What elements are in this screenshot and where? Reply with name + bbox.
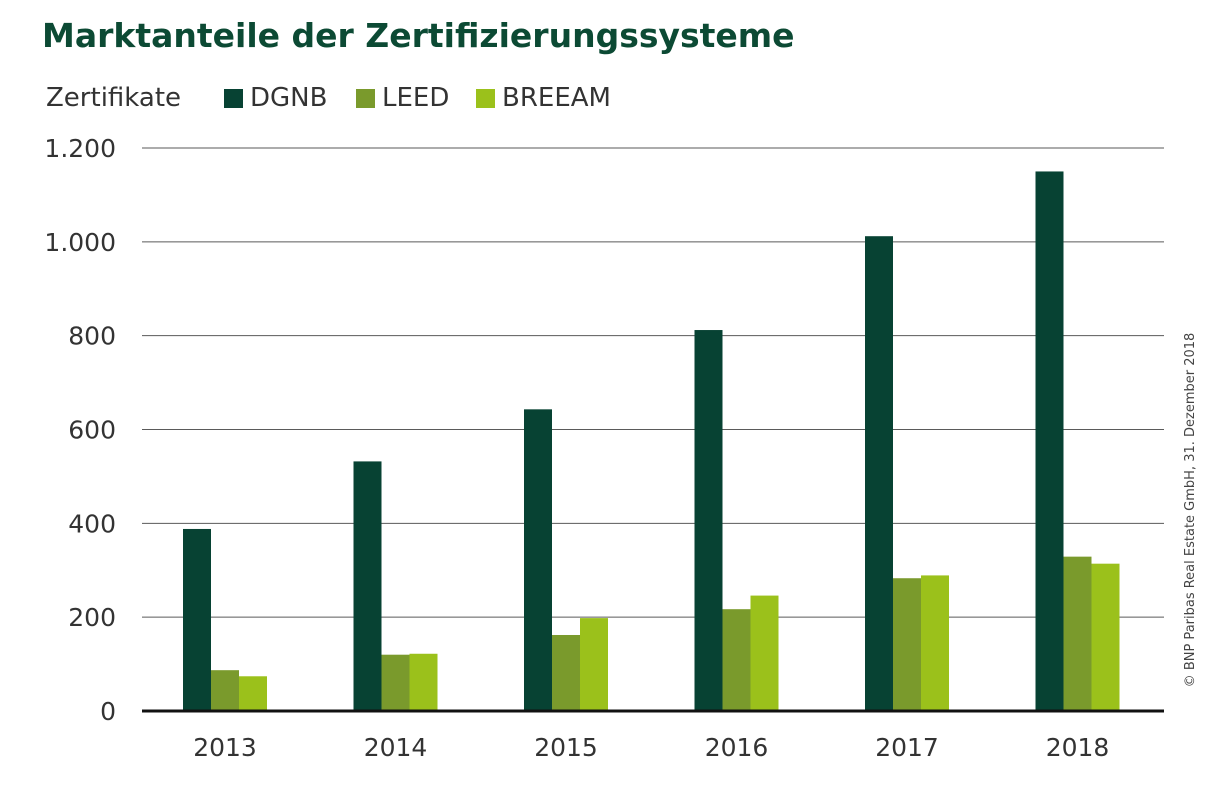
- bar-leed-2015: [552, 634, 580, 711]
- bar-leed-2014: [381, 654, 410, 711]
- x-tick-label: 2018: [1046, 733, 1110, 762]
- y-tick-label: 1.000: [44, 228, 116, 257]
- legend-swatch-leed: [356, 89, 375, 108]
- bar-dgnb-2015: [524, 409, 552, 711]
- bar-dgnb-2014: [353, 461, 382, 711]
- y-tick-label: 200: [68, 603, 116, 632]
- bar-breeam-2013: [239, 676, 267, 711]
- bar-leed-2018: [1063, 556, 1092, 711]
- legend-title: Zertifikate: [46, 83, 181, 113]
- x-axis-ticks: 2013 2014 2015 2016 2017 2018: [193, 733, 1109, 762]
- legend-swatch-breeam: [476, 89, 495, 108]
- bar-leed-2013: [211, 670, 239, 711]
- y-tick-label: 600: [68, 416, 116, 445]
- chart-title: Marktanteile der Zertifizierungssysteme: [42, 16, 795, 55]
- x-tick-label: 2016: [705, 733, 769, 762]
- bar-leed-2016: [722, 609, 751, 711]
- bar-breeam-2018: [1091, 563, 1120, 711]
- bar-breeam-2015: [580, 618, 608, 711]
- bar-dgnb-2017: [865, 236, 893, 711]
- bar-dgnb-2018: [1035, 171, 1064, 712]
- bar-breeam-2014: [409, 653, 438, 711]
- source-note: © BNP Paribas Real Estate GmbH, 31. Deze…: [1183, 333, 1198, 688]
- bar-breeam-2017: [921, 575, 949, 711]
- legend: DGNB LEED BREEAM: [224, 83, 611, 113]
- bar-dgnb-2016: [694, 330, 723, 711]
- x-tick-label: 2017: [875, 733, 939, 762]
- x-tick-label: 2013: [193, 733, 257, 762]
- legend-label-dgnb: DGNB: [250, 83, 327, 113]
- gridlines: [142, 147, 1164, 618]
- bars: [183, 171, 1120, 712]
- x-tick-label: 2014: [364, 733, 428, 762]
- legend-label-leed: LEED: [382, 83, 449, 113]
- x-tick-label: 2015: [534, 733, 598, 762]
- y-tick-label: 0: [100, 697, 116, 726]
- bar-leed-2017: [893, 578, 921, 711]
- y-tick-label: 800: [68, 322, 116, 351]
- bar-dgnb-2013: [183, 528, 211, 711]
- legend-swatch-dgnb: [224, 89, 243, 108]
- legend-label-breeam: BREEAM: [502, 83, 611, 113]
- y-tick-label: 1.200: [44, 134, 116, 163]
- y-tick-label: 400: [68, 509, 116, 538]
- bar-breeam-2016: [750, 595, 779, 711]
- y-axis-ticks: 0 200 400 600 800 1.000 1.200: [44, 134, 116, 726]
